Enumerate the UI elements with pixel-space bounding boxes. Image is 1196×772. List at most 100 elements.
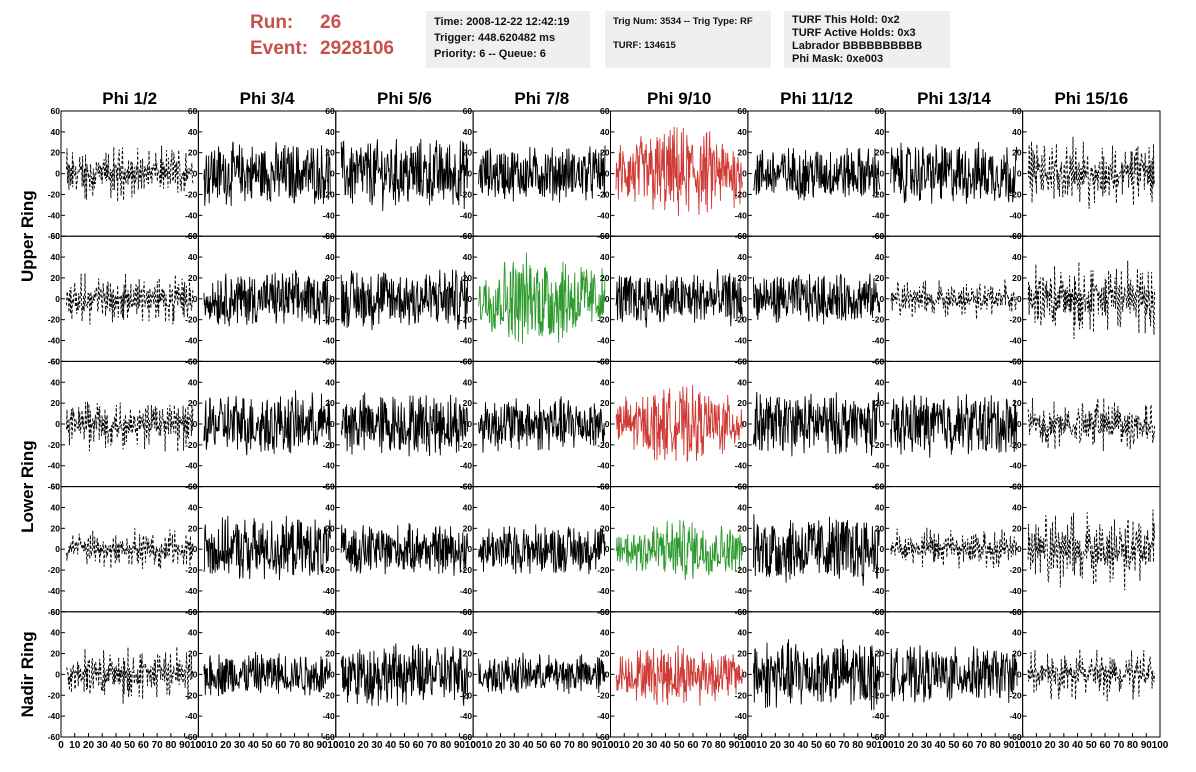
y-tick-label: -40 — [735, 586, 748, 596]
y-tick-label: 60 — [737, 482, 747, 492]
y-tick-label: 60 — [51, 356, 61, 366]
x-tick-label: 20 — [358, 740, 370, 751]
y-tick-label: 20 — [463, 398, 473, 408]
y-tick-label: 0 — [742, 669, 747, 679]
y-tick-label: 60 — [188, 482, 198, 492]
y-tick-label: -20 — [48, 565, 61, 575]
y-tick-label: 0 — [330, 544, 335, 554]
y-tick-label: -40 — [460, 586, 473, 596]
x-tick-label: 80 — [990, 740, 1002, 751]
y-tick-label: 40 — [600, 252, 610, 262]
y-tick-label: 60 — [1012, 231, 1022, 241]
run-value: 26 — [320, 12, 342, 33]
y-tick-label: -20 — [597, 440, 610, 450]
y-tick-label: -20 — [735, 565, 748, 575]
y-tick-label: 40 — [737, 628, 747, 638]
y-tick-label: 40 — [1012, 377, 1022, 387]
y-tick-label: -20 — [460, 690, 473, 700]
x-tick-label: 40 — [660, 740, 672, 751]
x-tick-label: 70 — [838, 740, 850, 751]
y-tick-label: -40 — [872, 336, 885, 346]
y-tick-label: 0 — [467, 669, 472, 679]
y-tick-label: -20 — [735, 189, 748, 199]
y-tick-label: 0 — [55, 169, 60, 179]
y-tick-label: 60 — [325, 482, 335, 492]
waveform-trace — [203, 270, 331, 327]
column-title: Phi 11/12 — [780, 89, 853, 108]
x-tick-label: 40 — [1072, 740, 1084, 751]
trigger-info-panel: Trig Num: 3534 -- Trig Type: RF TURF: 13… — [605, 11, 771, 68]
y-tick-label: 0 — [880, 419, 885, 429]
y-tick-label: 40 — [463, 377, 473, 387]
waveform-trace — [340, 269, 469, 331]
y-tick-label: 20 — [188, 273, 198, 283]
y-tick-label: -20 — [322, 189, 335, 199]
waveform-trace — [66, 145, 194, 202]
y-tick-label: -40 — [322, 461, 335, 471]
y-tick-label: 60 — [600, 482, 610, 492]
y-tick-label: 40 — [875, 502, 885, 512]
waveform-trace — [890, 394, 1018, 458]
y-tick-label: 20 — [463, 273, 473, 283]
y-tick-label: 60 — [463, 106, 473, 116]
y-tick-label: 0 — [605, 669, 610, 679]
y-tick-label: 60 — [1012, 106, 1022, 116]
y-tick-label: -60 — [48, 356, 61, 366]
x-tick-label: 60 — [550, 740, 562, 751]
y-tick-label: 40 — [188, 377, 198, 387]
y-tick-label: 20 — [51, 273, 61, 283]
x-tick-label: 10 — [893, 740, 905, 751]
x-tick-label: 60 — [138, 740, 150, 751]
y-tick-label: 60 — [325, 106, 335, 116]
y-tick-label: -40 — [48, 210, 61, 220]
x-tick-label: 30 — [646, 740, 658, 751]
x-tick-label: 20 — [1045, 740, 1057, 751]
y-tick-label: 20 — [1012, 148, 1022, 158]
x-tick-label: 30 — [784, 740, 796, 751]
x-tick-label: 20 — [632, 740, 644, 751]
y-tick-label: -60 — [322, 732, 335, 742]
y-tick-label: 0 — [1017, 419, 1022, 429]
x-tick-label: 10 — [207, 740, 219, 751]
y-tick-label: 0 — [467, 544, 472, 554]
waveform-trace — [340, 392, 469, 457]
y-tick-label: 0 — [467, 169, 472, 179]
y-tick-label: 40 — [600, 377, 610, 387]
y-tick-label: 40 — [325, 628, 335, 638]
x-tick-label: 10 — [69, 740, 81, 751]
column-title: Phi 13/14 — [917, 89, 991, 108]
x-tick-label: 30 — [234, 740, 246, 751]
y-tick-label: 0 — [880, 294, 885, 304]
y-tick-label: 0 — [330, 294, 335, 304]
y-tick-label: 60 — [325, 607, 335, 617]
y-tick-label: -40 — [48, 461, 61, 471]
x-tick-label: 50 — [262, 740, 274, 751]
y-tick-label: 60 — [737, 231, 747, 241]
y-tick-label: -60 — [597, 732, 610, 742]
y-tick-label: 40 — [463, 628, 473, 638]
y-tick-label: 60 — [875, 106, 885, 116]
y-tick-label: -40 — [48, 586, 61, 596]
waveform-trace — [1027, 509, 1155, 591]
waveform-trace — [752, 391, 881, 457]
y-tick-label: 20 — [51, 148, 61, 158]
y-tick-label: 60 — [1012, 482, 1022, 492]
phi-mask-text: Phi Mask: 0xe003 — [792, 53, 884, 65]
y-tick-label: -60 — [460, 732, 473, 742]
waveform-trace — [66, 646, 194, 704]
y-tick-label: -60 — [48, 732, 61, 742]
x-tick-label: 80 — [852, 740, 864, 751]
waveform-trace — [890, 278, 1018, 320]
y-tick-label: -40 — [597, 711, 610, 721]
y-tick-label: 40 — [325, 252, 335, 262]
y-tick-label: 0 — [55, 544, 60, 554]
y-tick-label: 40 — [875, 127, 885, 137]
y-tick-label: -40 — [872, 586, 885, 596]
trig-num-text: Trig Num: 3534 -- Trig Type: RF — [613, 16, 753, 27]
waveform-trace — [615, 645, 743, 706]
y-tick-label: -40 — [322, 586, 335, 596]
y-tick-label: -60 — [48, 231, 61, 241]
y-tick-label: 0 — [742, 169, 747, 179]
y-tick-label: 0 — [1017, 294, 1022, 304]
y-tick-label: -20 — [185, 189, 198, 199]
